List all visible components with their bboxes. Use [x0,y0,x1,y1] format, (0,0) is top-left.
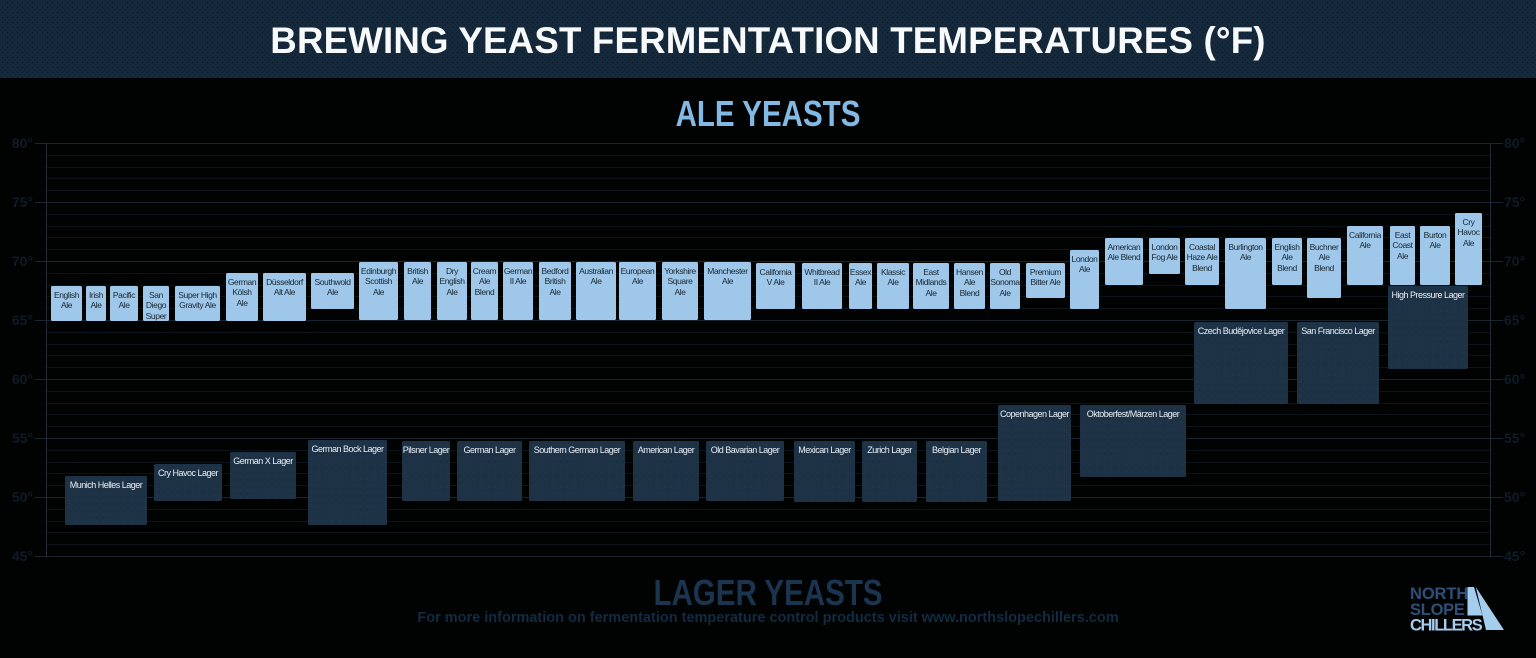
svg-text:NORTH: NORTH [1410,585,1468,603]
svg-text:CHILLERS: CHILLERS [1410,617,1483,633]
svg-text:SLOPE: SLOPE [1410,601,1465,619]
